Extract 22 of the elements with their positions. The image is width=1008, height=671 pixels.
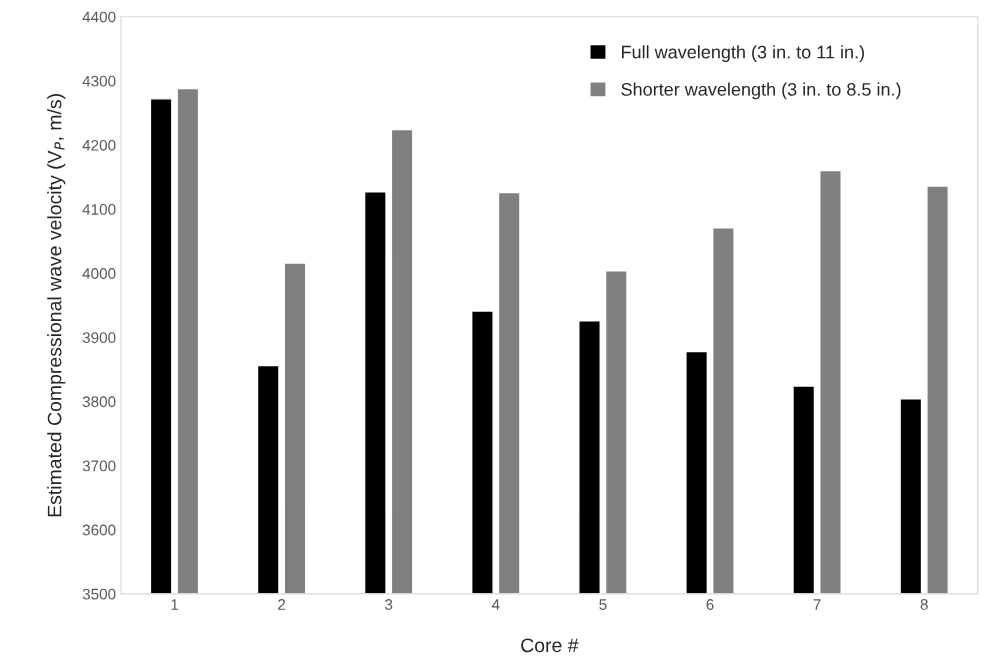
y-tick-label: 4400 <box>82 11 116 23</box>
y-axis-title: Estimated Compressional wave velocity (V$_{P}$, m/s) <box>47 94 66 517</box>
x-tick-label: 6 <box>706 599 714 610</box>
x-tick-label: 5 <box>599 599 607 610</box>
y-tick-label: 3500 <box>82 588 116 600</box>
y-tick-label: 4100 <box>82 204 116 215</box>
x-tick-label: 8 <box>920 599 928 610</box>
y-tick-label: 3900 <box>82 332 116 344</box>
legend-label: Shorter wavelength (3 in. to 8.5 in.) <box>621 82 901 100</box>
y-tick-label: 3700 <box>82 460 116 472</box>
y-tick-label: 4000 <box>82 268 116 279</box>
x-tick-label: 7 <box>813 599 821 610</box>
y-tick-label: 3600 <box>82 524 116 536</box>
x-tick-label: 1 <box>171 599 179 610</box>
x-tick-label: 2 <box>278 599 286 610</box>
y-tick-label: 3800 <box>82 396 116 408</box>
x-tick-label: 4 <box>491 599 500 610</box>
y-tick-label: 4200 <box>82 139 116 151</box>
x-axis-title: Core # <box>521 638 579 653</box>
y-tick-label: 4300 <box>82 75 116 87</box>
x-tick-label: 3 <box>385 599 393 610</box>
legend-label: Full wavelength (3 in. to 11 in.) <box>622 45 864 63</box>
